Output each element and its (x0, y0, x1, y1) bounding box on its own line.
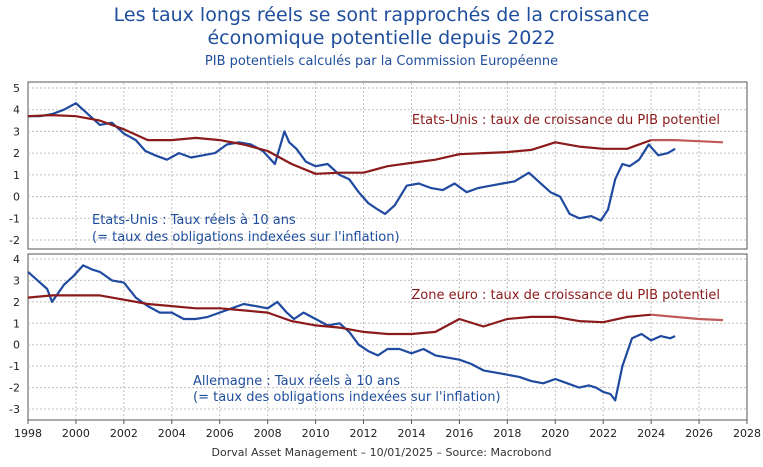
x-tick-label: 2018 (493, 427, 521, 440)
us-real-yield-line (28, 102, 676, 222)
us-panel-frame (27, 81, 748, 250)
x-tick-label: 2010 (302, 427, 330, 440)
us-potential-growth-line (27, 113, 652, 175)
us-y-tick-label: -2 (9, 234, 20, 247)
us-y-tick-label: 4 (13, 104, 20, 117)
us-y-tick-label: 2 (13, 147, 20, 160)
germany-panel-grid (28, 254, 747, 419)
x-tick-label: 2004 (158, 427, 186, 440)
germany-potential-growth-line (27, 294, 652, 336)
germany-potential-forecast-line (650, 313, 724, 322)
x-axis: 1998 2000 2002 2004 2006 2008 2010 2012 2014 2016… (14, 420, 761, 440)
x-tick-label: 2020 (541, 427, 569, 440)
x-tick-label: 2002 (110, 427, 138, 440)
germany-y-tick-label: -3 (9, 403, 20, 416)
us-potential-forecast-line (651, 139, 724, 144)
x-tick-label: 2000 (62, 427, 90, 440)
germany-real-yield-label-line-1: Allemagne : Taux réels à 10 ans (193, 374, 400, 389)
germany-y-tick-label: 2 (13, 296, 20, 309)
germany-y-tick-label: 1 (13, 317, 20, 330)
germany-y-tick-label: -2 (9, 382, 20, 395)
us-real-yield-label-line-1: Etats-Unis : Taux réels à 10 ans (92, 213, 296, 228)
us-y-tick-label: -1 (9, 212, 20, 225)
x-tick-label: 1998 (14, 427, 42, 440)
us-panel: 5 4 3 2 1 0 -1 -2 Etats-Unis : taux de croissan… (9, 81, 748, 250)
euro-potential-growth-label: Zone euro : taux de croissance du PIB po… (411, 288, 720, 303)
us-panel-y-axis: 5 4 3 2 1 0 -1 -2 (9, 82, 20, 247)
chart-subtitle: PIB potentiels calculés par la Commissio… (204, 54, 559, 69)
us-y-tick-label: 5 (13, 82, 20, 95)
chart-title-line-2: économique potentielle depuis 2022 (207, 27, 556, 49)
x-tick-label: 2024 (637, 427, 665, 440)
x-tick-label: 2006 (206, 427, 234, 440)
germany-panel-series (27, 264, 724, 402)
x-tick-label: 2014 (397, 427, 425, 440)
germany-y-tick-label: 4 (13, 253, 20, 266)
us-real-yield-label-line-2: (= taux des obligations indexées sur l'i… (92, 230, 400, 245)
us-panel-series (27, 102, 724, 222)
germany-panel-frame (27, 253, 748, 421)
us-potential-growth-label: Etats-Unis : taux de croissance du PIB p… (412, 113, 720, 128)
germany-panel: 4 3 2 1 0 -1 -2 -3 Zone euro : taux de croissan… (9, 253, 748, 421)
germany-panel-y-axis: 4 3 2 1 0 -1 -2 -3 (9, 253, 20, 416)
x-tick-label: 2012 (350, 427, 378, 440)
chart-title-line-1: Les taux longs réels se sont rapprochés … (113, 4, 650, 26)
germany-y-tick-label: -1 (9, 360, 20, 373)
source-note: Dorval Asset Management – 10/01/2025 – S… (211, 446, 552, 459)
us-y-tick-label: 3 (13, 125, 20, 138)
x-tick-label: 2028 (733, 427, 761, 440)
germany-real-yield-label-line-2: (= taux des obligations indexées sur l'i… (193, 390, 501, 405)
x-tick-label: 2026 (685, 427, 713, 440)
x-tick-label: 2008 (254, 427, 282, 440)
germany-y-tick-label: 3 (13, 274, 20, 287)
us-y-tick-label: 1 (13, 169, 20, 182)
x-tick-label: 2022 (589, 427, 617, 440)
germany-real-yield-line (27, 264, 676, 402)
germany-y-tick-label: 0 (13, 339, 20, 352)
x-tick-label: 2016 (445, 427, 473, 440)
us-y-tick-label: 0 (13, 191, 20, 204)
